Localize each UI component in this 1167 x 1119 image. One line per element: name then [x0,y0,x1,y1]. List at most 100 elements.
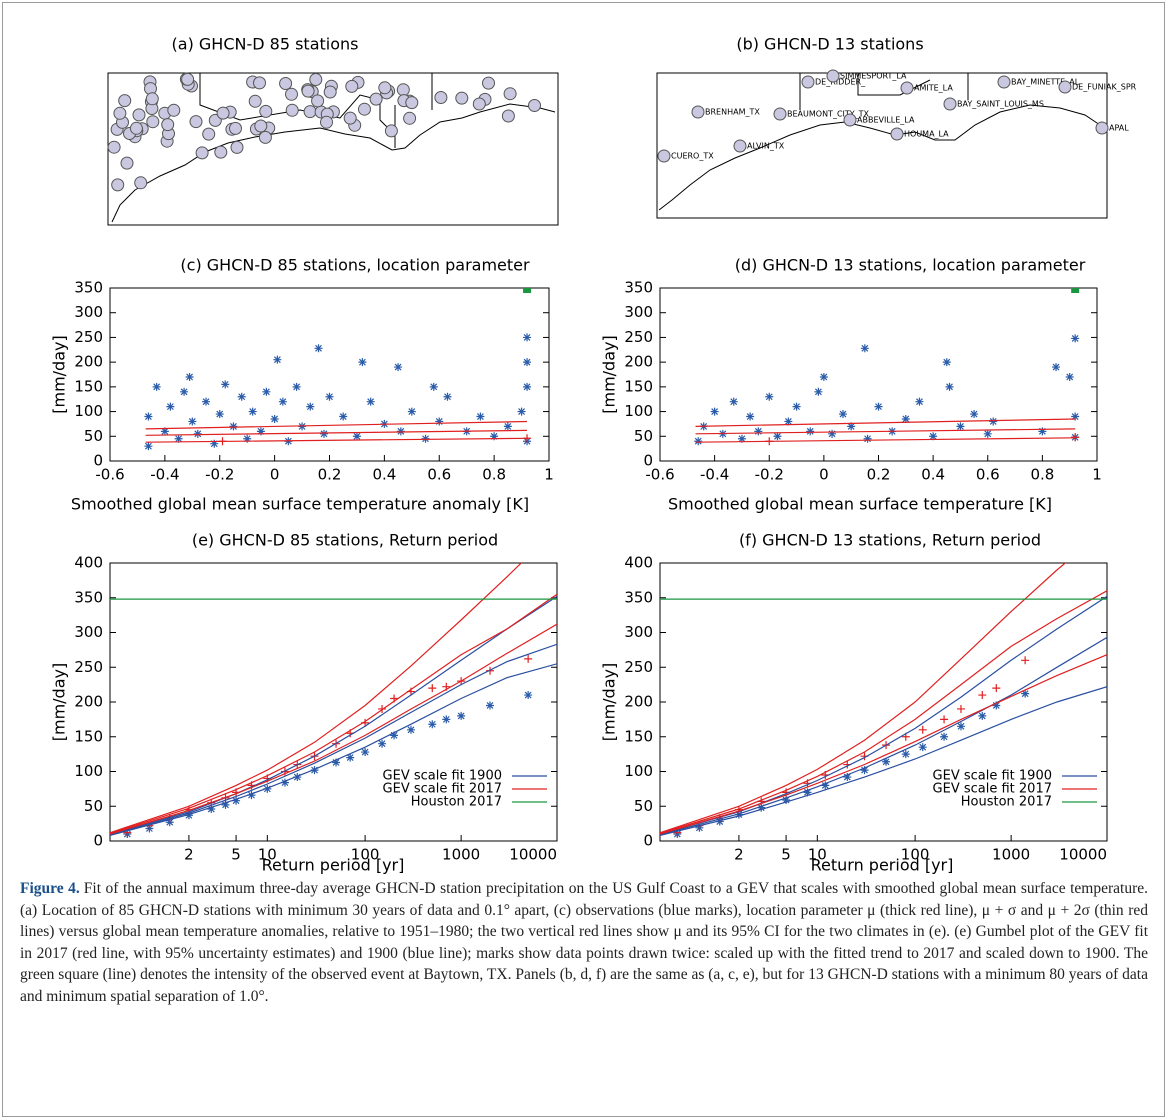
data-point [970,410,979,419]
station [161,118,175,132]
figure: (a) GHCN-D 85 stations (b) GHCN-D 13 stat… [50,35,1137,875]
station [311,94,325,108]
fit-line [660,563,1067,834]
station [343,111,357,125]
data-point [486,701,495,710]
data-point [339,412,348,421]
fit-line [145,429,528,436]
data-point [765,392,774,401]
station-label: BRENHAM_TX [705,108,760,117]
data-point [828,429,837,438]
legend-label: GEV scale fit 2017 [383,782,502,797]
station [189,115,203,129]
data-point [352,432,361,441]
data-point [874,402,883,411]
data-point [248,407,257,416]
data-point [144,412,153,421]
y-tick-label: 200 [74,693,103,711]
data-point [978,711,987,720]
panel-title: (b) GHCN-D 13 stations [736,35,923,54]
data-point [729,397,738,406]
y-tick-label: 50 [84,797,103,815]
station [403,111,417,125]
station-label: BEAUMONT_CITY_TX [787,110,870,119]
data-point [524,691,533,700]
data-point [918,743,927,752]
data-point [517,407,526,416]
y-tick-label: 150 [624,727,653,745]
data-point [202,397,211,406]
data-point-plus [523,434,532,443]
data-point [915,397,924,406]
station [167,103,181,117]
data-point [390,731,399,740]
fit-line [110,623,557,835]
data-point [821,781,830,790]
y-tick-label: 350 [624,279,653,297]
y-axis-label: [mm/day] [50,335,69,413]
x-tick-label: 0 [819,466,829,484]
station-label: SIMMESPORT_LA [840,72,907,81]
station [320,115,333,129]
plot-area [144,288,532,451]
station [455,91,469,105]
station [253,76,266,90]
x-tick-label: 10 [258,846,277,864]
y-tick-label: 300 [74,623,103,641]
data-point [983,429,992,438]
station [230,140,244,154]
station [113,106,127,120]
station [259,104,273,118]
x-tick-label: 1000 [442,846,480,864]
station [145,92,159,106]
data-point [292,382,301,391]
data-point [942,358,951,367]
station [358,102,371,116]
y-tick-label: 100 [624,402,653,420]
data-point [243,434,252,443]
y-tick-label: 100 [624,762,653,780]
station [301,84,315,98]
station [132,108,146,122]
data-point [523,382,532,391]
station [229,121,242,135]
station-label: BAY_MINETTE_AL [1011,78,1080,87]
y-tick-label: 300 [624,623,653,641]
station [1058,80,1072,94]
x-tick-label: 0.8 [1030,466,1054,484]
data-point [435,417,444,426]
data-point-plus [978,691,987,700]
data-point [247,791,256,800]
station [216,106,230,120]
station-label: CUERO_TX [671,152,714,161]
data-point-plus [765,437,774,446]
fit-line [110,563,523,834]
y-axis-label: [mm/day] [50,663,69,741]
panel-title: (d) GHCN-D 13 stations, location paramet… [735,256,1086,275]
station [181,72,195,86]
station [503,87,517,101]
data-point [273,355,282,364]
fit-line [695,428,1076,435]
coastline [111,73,556,223]
x-tick-label: 0.2 [318,466,342,484]
y-tick-label: 50 [634,427,653,445]
x-tick-label: 0.6 [427,466,451,484]
station [303,105,317,119]
station [997,75,1011,89]
x-tick-label: 5 [781,846,791,864]
x-tick-label: 10000 [1059,846,1107,864]
y-tick-label: 200 [74,353,103,371]
fit-line [110,643,557,836]
x-tick-label: -0.4 [150,466,179,484]
data-point [523,358,532,367]
data-point [325,392,334,401]
fit-line [145,420,528,430]
x-tick-label: 0.4 [372,466,396,484]
data-point-plus [940,715,949,724]
x-tick-label: 0.4 [921,466,945,484]
station [657,149,671,163]
y-tick-label: 250 [624,328,653,346]
data-point [754,427,763,436]
